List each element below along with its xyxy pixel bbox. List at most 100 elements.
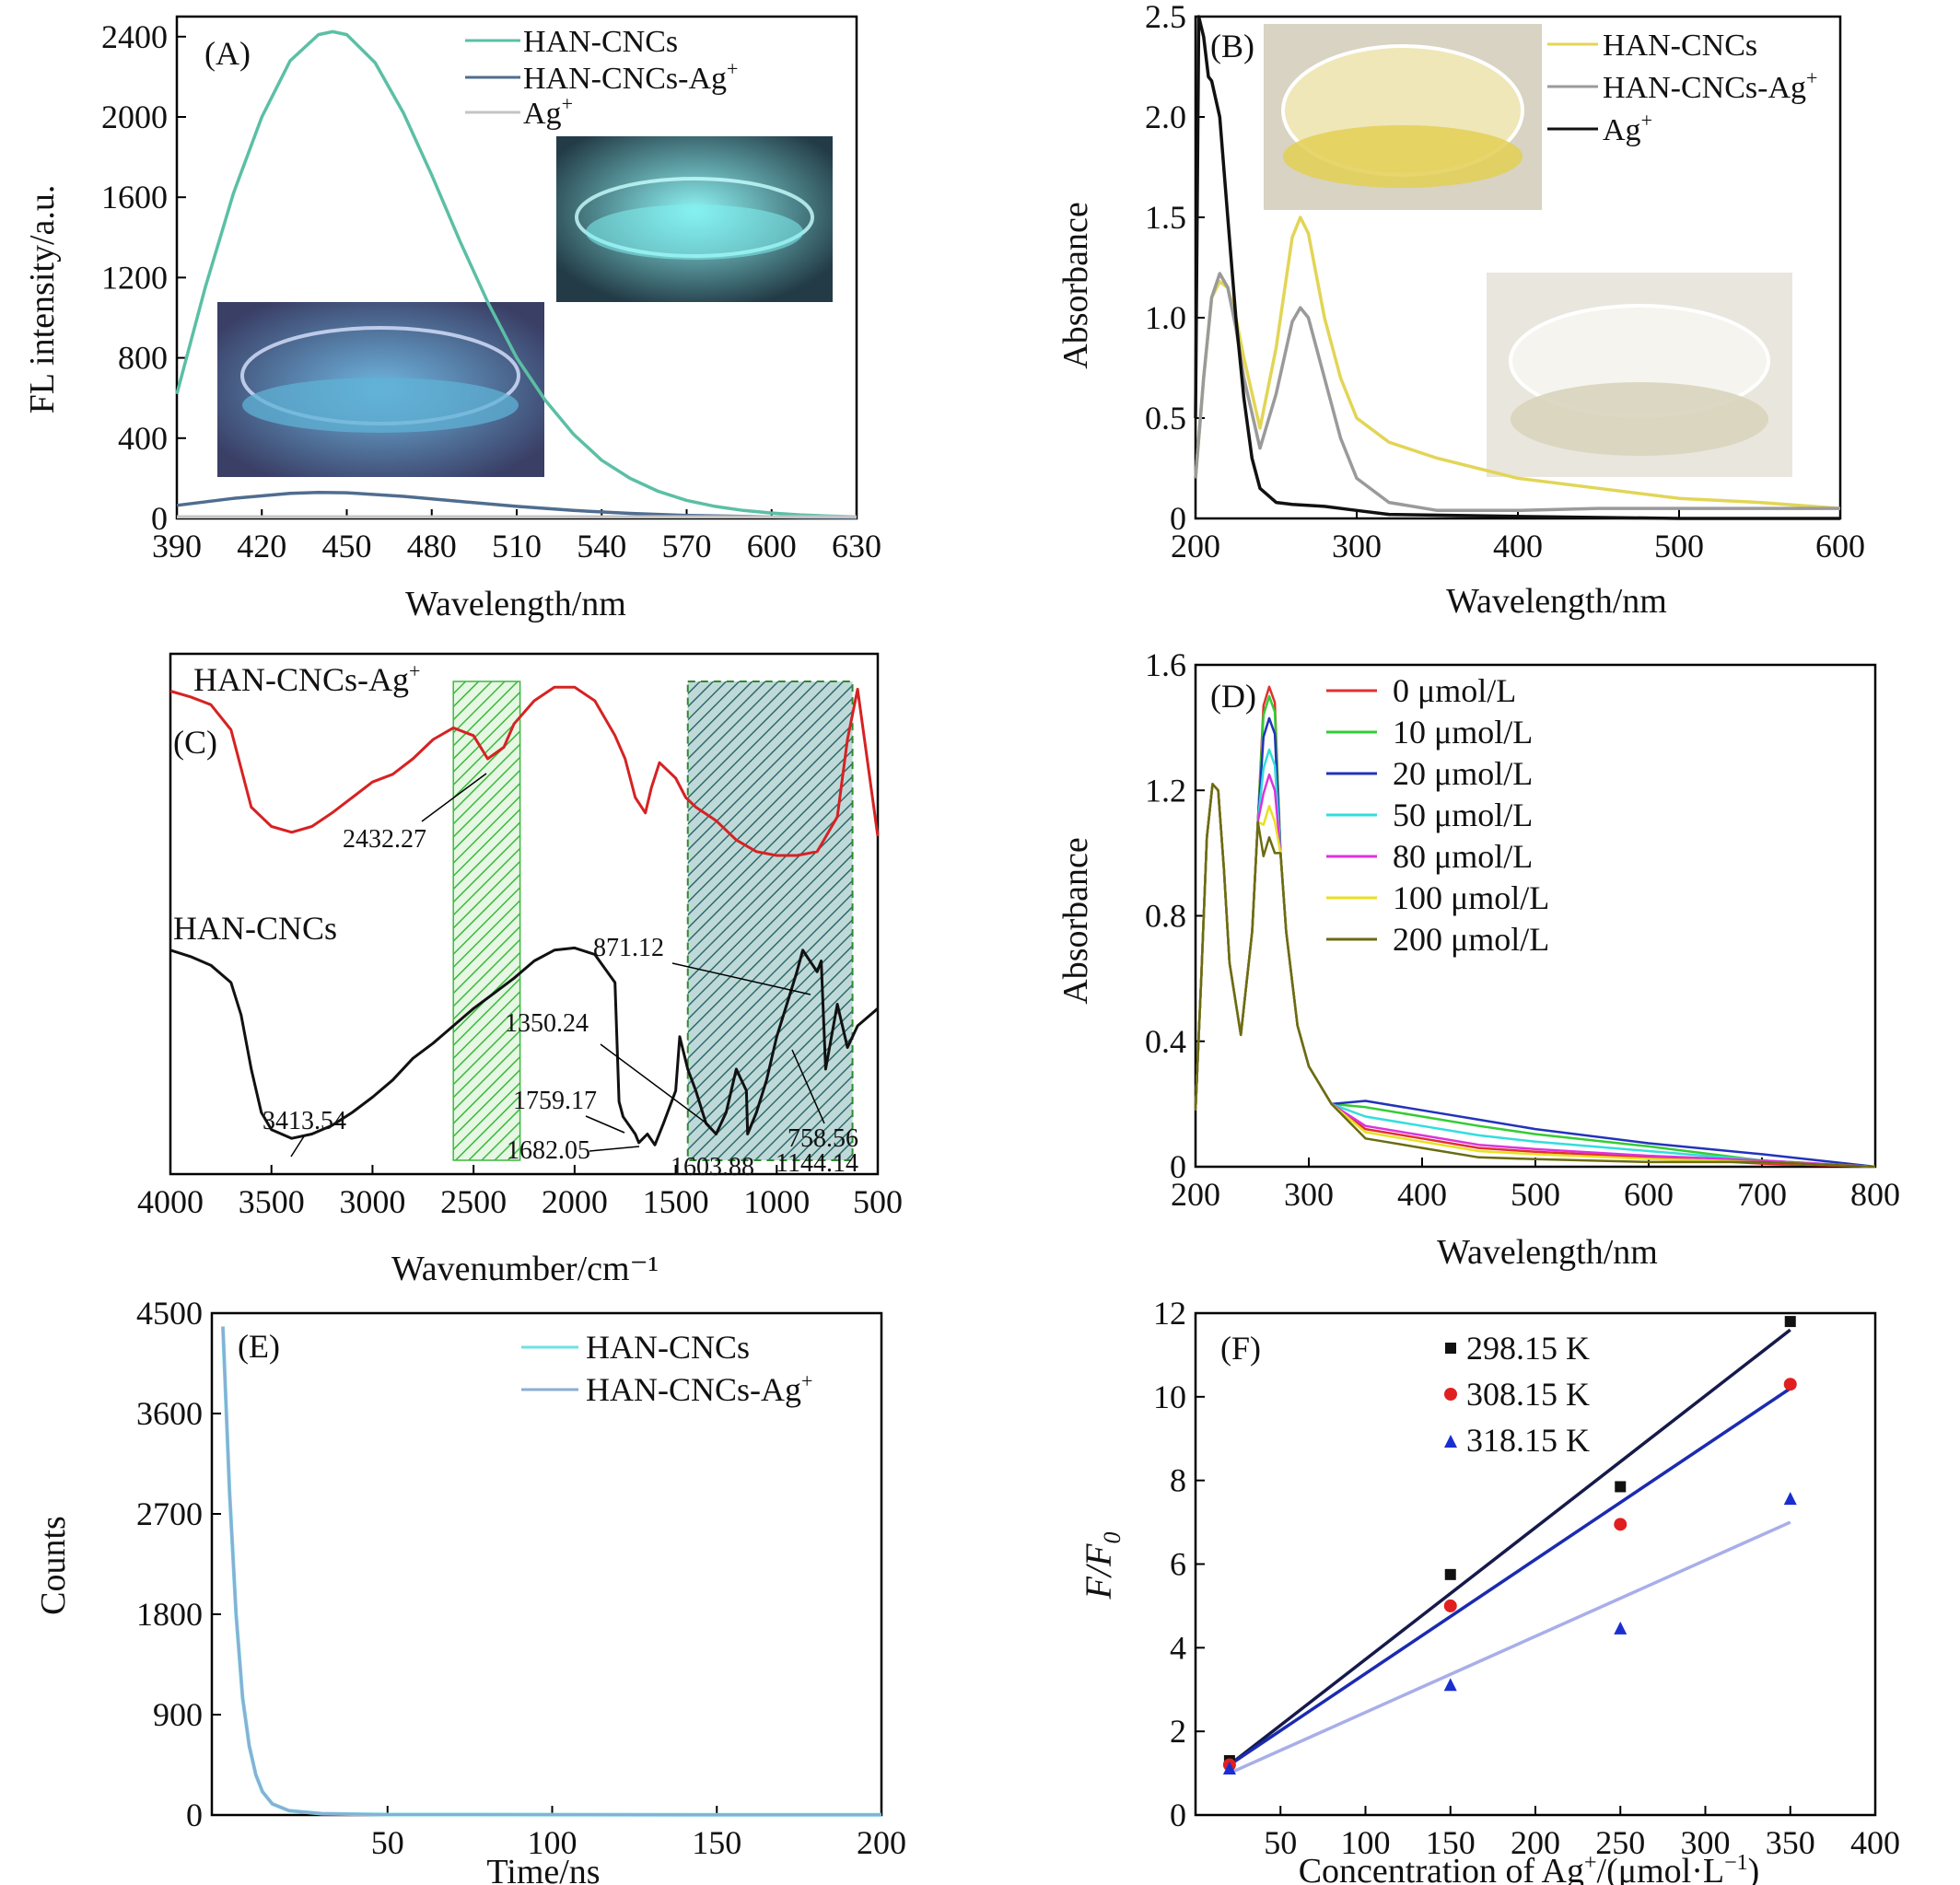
legend-label-298: 298.15 K	[1466, 1330, 1590, 1367]
y-axis-title-a: FL intensity/a.u.	[23, 185, 62, 414]
y-tick-label-f-12: 12	[1153, 1295, 1186, 1332]
x-tick-label-f-100: 100	[1341, 1824, 1391, 1861]
legend-label-han-cncs: HAN-CNCs	[586, 1329, 750, 1366]
fit-line-318-15-k	[1229, 1520, 1791, 1775]
x-axis-title-e: Time/ns	[486, 1853, 600, 1885]
series-line-han-cncs-ag	[221, 1326, 882, 1817]
panel-a: 390 420 450 480 510 540 570 600 630 0 400 800 1200 16…	[23, 15, 881, 623]
x-tick-label-d-600: 600	[1624, 1176, 1674, 1213]
legend-label-ag: Ag+	[1603, 109, 1652, 147]
point-318-15-k-350	[1783, 1492, 1797, 1506]
annotation-3413: 3413.54	[262, 1107, 346, 1135]
series-label-han-cncs-ag: HAN-CNCs-Ag+	[193, 659, 420, 698]
y-axis-title-f: F/F0	[1078, 1532, 1126, 1600]
x-tick-label-c-1000: 1000	[743, 1183, 810, 1220]
annotation-line-1759	[585, 1115, 625, 1134]
highlight-band-2500	[452, 681, 521, 1161]
x-tick-label-d-800: 800	[1850, 1176, 1900, 1213]
x-axis-title-c: Wavenumber/cm⁻¹	[391, 1250, 659, 1288]
annotation-871: 871.12	[593, 934, 664, 962]
x-tick-label-c-4000: 4000	[137, 1183, 204, 1220]
y-tick-label-e-2700: 2700	[136, 1495, 203, 1532]
legend-marker-308	[1444, 1388, 1457, 1401]
y-tick-label-b-1-5: 1.5	[1145, 199, 1186, 236]
x-tick-label-f-50: 50	[1264, 1824, 1297, 1861]
y-tick-label-a-1600: 1600	[101, 179, 168, 215]
y-tick-label-e-1800: 1800	[136, 1596, 203, 1633]
x-tick-label-d-700: 700	[1737, 1176, 1787, 1213]
y-axis-title-b: Absorbance	[1056, 202, 1095, 368]
point-318-15-k-250	[1614, 1621, 1628, 1635]
x-tick-label-f-150: 150	[1426, 1824, 1476, 1861]
annotation-1603: 1603.88	[671, 1153, 754, 1181]
legend-label-308: 308.15 K	[1466, 1376, 1590, 1413]
x-tick-label-d-400: 400	[1397, 1176, 1447, 1213]
legend-label-han-cncs: HAN-CNCs	[1603, 29, 1757, 63]
panel-label-e: (E)	[238, 1328, 280, 1365]
x-tick-label-e-50: 50	[371, 1824, 404, 1861]
annotation-1350: 1350.24	[505, 1009, 589, 1038]
x-tick-label-e-200: 200	[857, 1824, 906, 1861]
series-line-han-cncs	[175, 29, 858, 519]
y-tick-label-b-1-0: 1.0	[1145, 299, 1186, 336]
panel-f: 50 100 150 200 250 300 350 400 0 2 4 6 8 10 12 (F) 298…	[1078, 1295, 1900, 1885]
x-tick-label-a-480: 480	[407, 528, 457, 564]
panel-label-c: (C)	[173, 724, 217, 761]
annotation-line-871	[671, 962, 811, 995]
y-tick-label-f-0: 0	[1170, 1797, 1186, 1833]
series-line-50-mol-l	[1194, 748, 1876, 1169]
y-tick-label-f-6: 6	[1170, 1546, 1186, 1583]
y-tick-label-e-0: 0	[186, 1797, 203, 1833]
legend-label-han-cncs: HAN-CNCs	[523, 25, 678, 59]
x-tick-label-b-500: 500	[1654, 528, 1704, 564]
legend-e: HAN-CNCs HAN-CNCs-Ag+	[521, 1329, 812, 1408]
y-tick-label-d-0-4: 0.4	[1145, 1023, 1186, 1060]
x-tick-label-b-300: 300	[1332, 528, 1382, 564]
x-tick-label-a-600: 600	[747, 528, 797, 564]
panel-label-f: (F)	[1220, 1330, 1261, 1367]
x-tick-label-c-3000: 3000	[339, 1183, 405, 1220]
point-308-15-k-150	[1443, 1599, 1457, 1612]
x-tick-label-a-420: 420	[237, 528, 286, 564]
fit-line-298-15-k	[1228, 1328, 1791, 1766]
x-tick-label-a-390: 390	[152, 528, 202, 564]
point-318-15-k-20	[1222, 1762, 1236, 1775]
series-line-ag	[1194, 15, 1840, 520]
annotation-1682: 1682.05	[507, 1136, 590, 1165]
annotations-c: 2432.27 871.12 1350.24 1759.17 1682.05 3…	[262, 773, 858, 1181]
y-tick-label-a-2000: 2000	[101, 99, 168, 135]
legend-label-han-cncs-ag: HAN-CNCs-Ag+	[523, 57, 738, 96]
x-tick-label-a-510: 510	[492, 528, 542, 564]
y-tick-label-f-10: 10	[1153, 1379, 1186, 1415]
y-axis-title-d: Absorbance	[1056, 837, 1095, 1004]
panel-label-b: (B)	[1210, 28, 1254, 64]
y-tick-label-d-1-2: 1.2	[1145, 772, 1186, 809]
legend-a: HAN-CNCs HAN-CNCs-Ag+ Ag+	[465, 25, 738, 131]
annotation-1144: 1144.14	[776, 1149, 858, 1178]
y-tick-label-d-0: 0	[1170, 1148, 1186, 1185]
x-tick-label-f-250: 250	[1595, 1824, 1645, 1861]
legend-label-318: 318.15 K	[1466, 1422, 1590, 1459]
panel-e: 50 100 150 200 0 900 1800 2700 3600 4500 (E) HAN-…	[34, 1295, 906, 1885]
legend-label-ag: Ag+	[523, 92, 573, 131]
annotation-758: 758.56	[788, 1124, 858, 1153]
y-tick-label-a-0: 0	[151, 500, 168, 537]
point-318-15-k-150	[1443, 1678, 1457, 1692]
x-tick-label-b-200: 200	[1171, 528, 1220, 564]
series-line-han-cncs	[1194, 215, 1841, 510]
annotation-line-1682	[589, 1146, 640, 1152]
x-tick-label-f-200: 200	[1511, 1824, 1560, 1861]
legend-label-han-cncs-ag: HAN-CNCs-Ag+	[1603, 66, 1817, 105]
panel-label-d: (D)	[1210, 678, 1256, 715]
panel-b: 200 300 400 500 600 0 0.5 1.0 1.5 2.0 2.5 (B) HAN-…	[1056, 0, 1865, 621]
y-tick-label-b-2-5: 2.5	[1145, 0, 1186, 35]
panel-c: 4000 3500 3000 2500 2000 1500 1000 500 (C) HAN-…	[137, 652, 903, 1288]
legend-label-50-mol-l: 50 μmol/L	[1393, 797, 1533, 833]
y-tick-label-a-800: 800	[118, 340, 168, 377]
point-308-15-k-350	[1783, 1378, 1797, 1391]
y-tick-label-f-2: 2	[1170, 1713, 1186, 1750]
point-308-15-k-250	[1614, 1518, 1628, 1531]
legend-marker-298	[1445, 1343, 1456, 1354]
legend-label-han-cncs-ag: HAN-CNCs-Ag+	[586, 1369, 812, 1408]
